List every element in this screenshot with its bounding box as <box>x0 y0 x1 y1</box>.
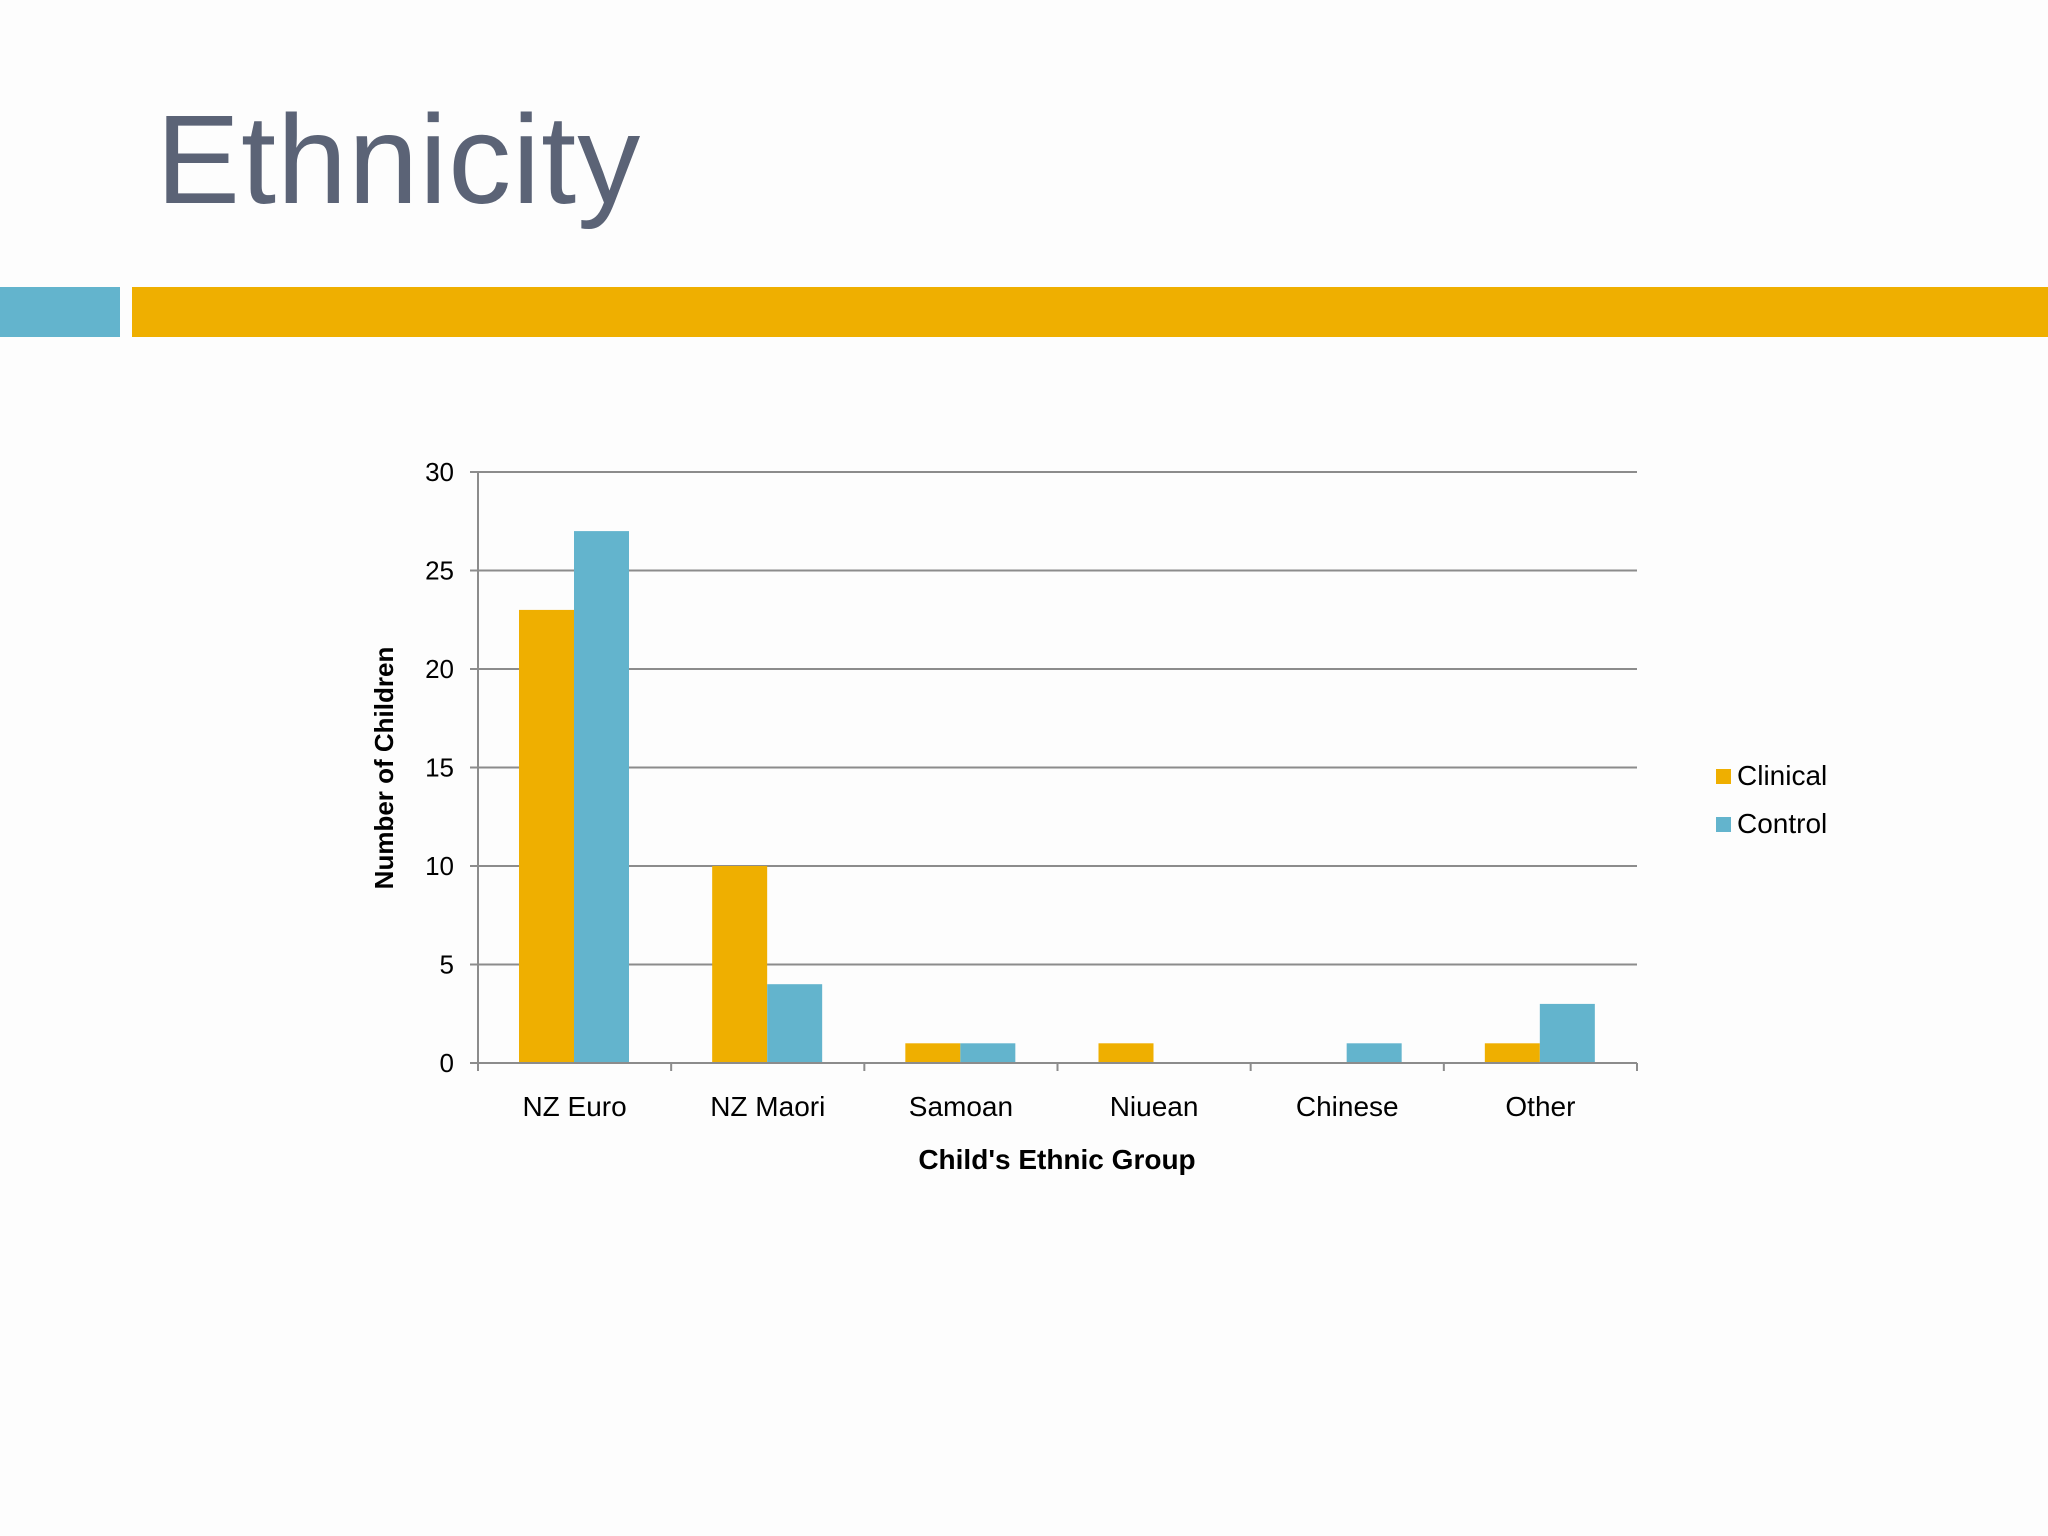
bar-control-samoan <box>960 1043 1016 1063</box>
slide-title: Ethnicity <box>156 89 642 230</box>
bar-control-nz-maori <box>767 984 823 1063</box>
y-tick-label: 15 <box>425 753 454 783</box>
bar-control-other <box>1539 1003 1595 1063</box>
bar-clinical-other <box>1484 1043 1540 1063</box>
x-tick-label: Chinese <box>1296 1091 1399 1122</box>
legend-swatch <box>1716 769 1731 784</box>
bar-clinical-niuean <box>1098 1043 1154 1063</box>
legend-swatch <box>1716 817 1731 832</box>
y-tick-label: 5 <box>440 950 454 980</box>
y-tick-label: 10 <box>425 851 454 881</box>
bar-control-nz-euro <box>574 531 629 1063</box>
y-tick-label: 0 <box>440 1048 454 1078</box>
accent-band-gold <box>132 287 2048 337</box>
bar-clinical-samoan <box>905 1043 961 1063</box>
legend-label: Clinical <box>1737 760 1827 791</box>
bar-clinical-nz-maori <box>712 866 768 1063</box>
x-tick-label: NZ Euro <box>522 1091 626 1122</box>
chart-legend: Clinical Control <box>1716 760 1827 839</box>
y-tick-label: 30 <box>425 457 454 487</box>
x-tick-label: Samoan <box>909 1091 1013 1122</box>
x-tick-label: NZ Maori <box>710 1091 825 1122</box>
x-axis-label: Child's Ethnic Group <box>918 1144 1195 1175</box>
legend-label: Control <box>1737 808 1827 839</box>
y-tick-label: 25 <box>425 556 454 586</box>
chart-axes <box>470 471 1638 1071</box>
x-tick-label: Other <box>1505 1091 1575 1122</box>
chart-bars <box>519 531 1595 1063</box>
chart-gridlines <box>478 471 1637 966</box>
x-tick-label: Niuean <box>1110 1091 1199 1122</box>
accent-block-teal <box>0 287 120 337</box>
y-tick-label: 20 <box>425 654 454 684</box>
y-axis-label: Number of Children <box>369 647 399 890</box>
chart-y-tick-labels: 0 5 10 15 20 25 30 <box>425 457 454 1078</box>
chart-x-tick-labels: NZ Euro NZ Maori Samoan Niuean Chinese Other <box>522 1091 1575 1122</box>
bar-control-chinese <box>1346 1043 1402 1063</box>
bar-clinical-nz-euro <box>519 609 574 1063</box>
